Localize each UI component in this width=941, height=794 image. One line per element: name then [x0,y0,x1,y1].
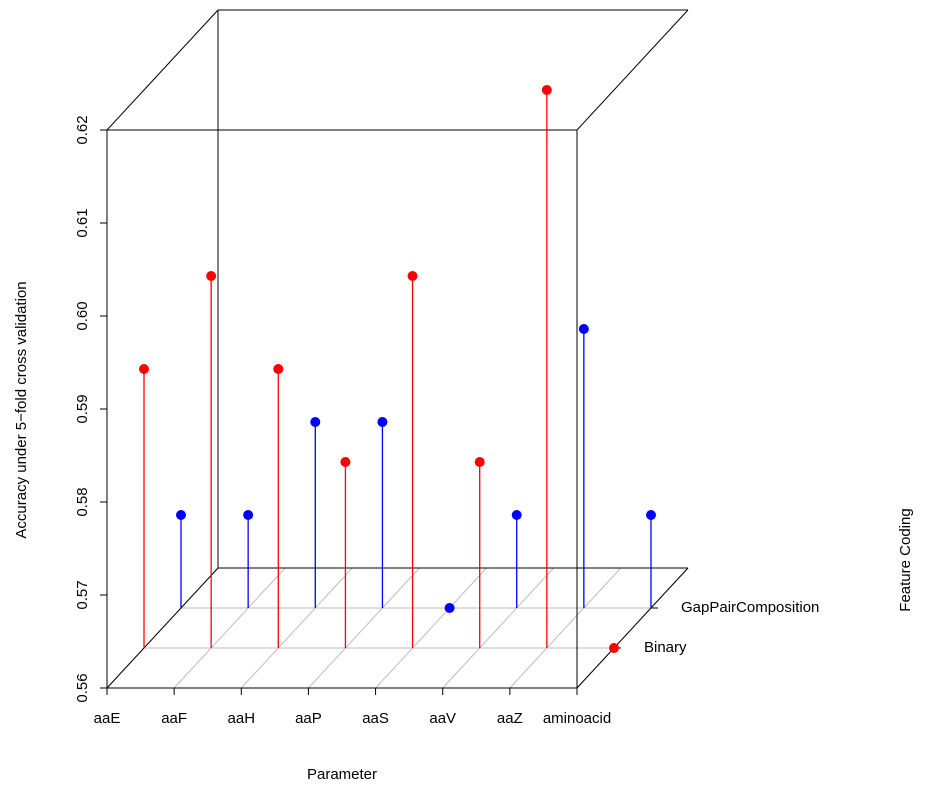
x-tick-label: aaH [228,710,256,727]
point [206,271,217,281]
point [176,510,186,520]
x-tick-label: aaF [161,710,187,727]
y-tick-label: 0.61 [74,208,91,237]
x-tick-label: aaZ [497,710,523,727]
floor-grid-line [509,567,622,689]
point [340,457,351,467]
x-axis-title: Parameter [307,766,377,783]
box-edge [576,567,689,689]
point [310,417,321,427]
y-tick-label: 0.59 [74,394,91,423]
y-axis-title: Accuracy under 5−fold cross validation [13,281,30,538]
z-tick-label: Binary [644,639,687,656]
point [243,510,254,520]
x-tick-label: aaE [94,710,121,727]
point [474,457,485,467]
box-edge [106,567,219,689]
y-tick-label: 0.60 [74,301,91,330]
point [541,85,552,95]
point [578,324,589,334]
floor-grid-line [308,567,420,689]
floor-grid-line [442,567,555,689]
x-tick-label: aminoacid [543,710,611,727]
x-tick-label: aaP [295,710,322,727]
point [444,603,455,613]
y-tick-label: 0.62 [74,115,91,144]
box-edge [106,9,219,131]
floor-grid-line [240,567,353,689]
y-tick-label: 0.56 [74,673,91,702]
point [646,510,656,520]
point [609,643,619,653]
z-axis-title: Feature Coding [897,508,914,611]
box-edge [576,9,689,131]
point [407,271,418,281]
y-tick-label: 0.58 [74,487,91,516]
floor-grid-line [375,567,487,689]
point [273,364,284,374]
point [139,364,149,374]
x-tick-label: aaS [362,710,389,727]
point [511,510,522,520]
z-tick-label: GapPairComposition [681,599,819,616]
floor-grid-line [173,567,286,689]
point [377,417,388,427]
y-tick-label: 0.57 [74,580,91,609]
x-tick-label: aaV [429,710,456,727]
